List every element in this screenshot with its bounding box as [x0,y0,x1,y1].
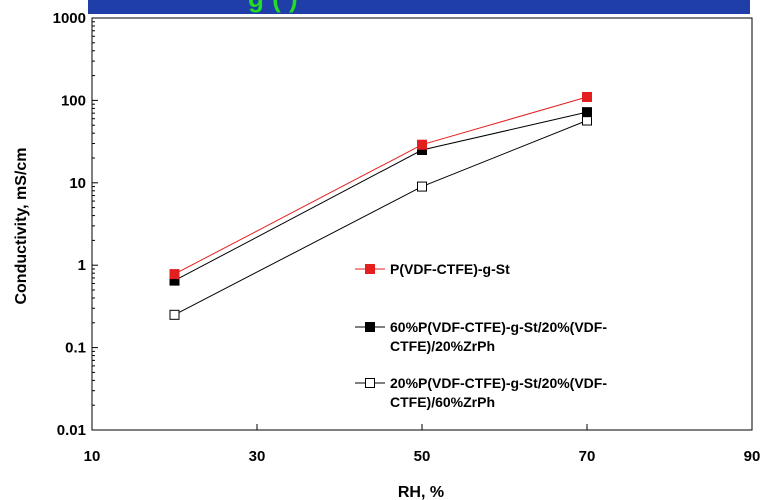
data-point [169,309,180,320]
series-line [174,111,588,282]
legend-entry-text: CTFE)/20%ZrPh [390,338,495,354]
x-tick-label: 10 [84,448,101,465]
x-tick-label: 30 [249,448,266,465]
legend-marker [365,378,375,388]
data-point [417,139,427,150]
x-tick-label: 50 [414,448,431,465]
legend-entry-text: CTFE)/60%ZrPh [390,394,495,410]
plot-area: 0.01 0.1 1 10 100 1000 10 30 50 70 90 [53,10,761,465]
data-point [582,107,592,118]
title-banner: g ( ) [88,0,750,14]
y-tick-label: 10 [69,175,86,192]
legend-entry-text: 20%P(VDF-CTFE)-g-St/20%(VDF- [390,375,607,391]
data-point [417,181,427,192]
legend-entry-text: P(VDF-CTFE)-g-St [390,261,510,277]
series-line [174,120,588,316]
y-tick-label: 0.1 [65,340,86,357]
y-axis-label: Conductivity, mS/cm [13,147,30,304]
x-tick-label: 90 [744,448,761,465]
y-tick-label: 100 [61,92,86,109]
y-tick-label: 1000 [53,10,86,27]
data-point [582,91,592,102]
data-point [582,115,592,126]
x-axis-label: RH, % [398,484,444,500]
series-marks [169,91,592,320]
legend-marker [365,322,375,332]
data-point [169,269,180,280]
y-tick-label: 1 [78,257,86,274]
legend-entry-text: 60%P(VDF-CTFE)-g-St/20%(VDF- [390,319,607,335]
banner-title: g ( ) [248,0,298,14]
plot-frame [91,17,753,431]
x-tick-label: 70 [579,448,596,465]
legend: P(VDF-CTFE)-g-St 60%P(VDF-CTFE)-g-St/20%(… [355,261,607,410]
legend-marker [365,264,375,274]
y-tick-label: 0.01 [57,422,86,439]
